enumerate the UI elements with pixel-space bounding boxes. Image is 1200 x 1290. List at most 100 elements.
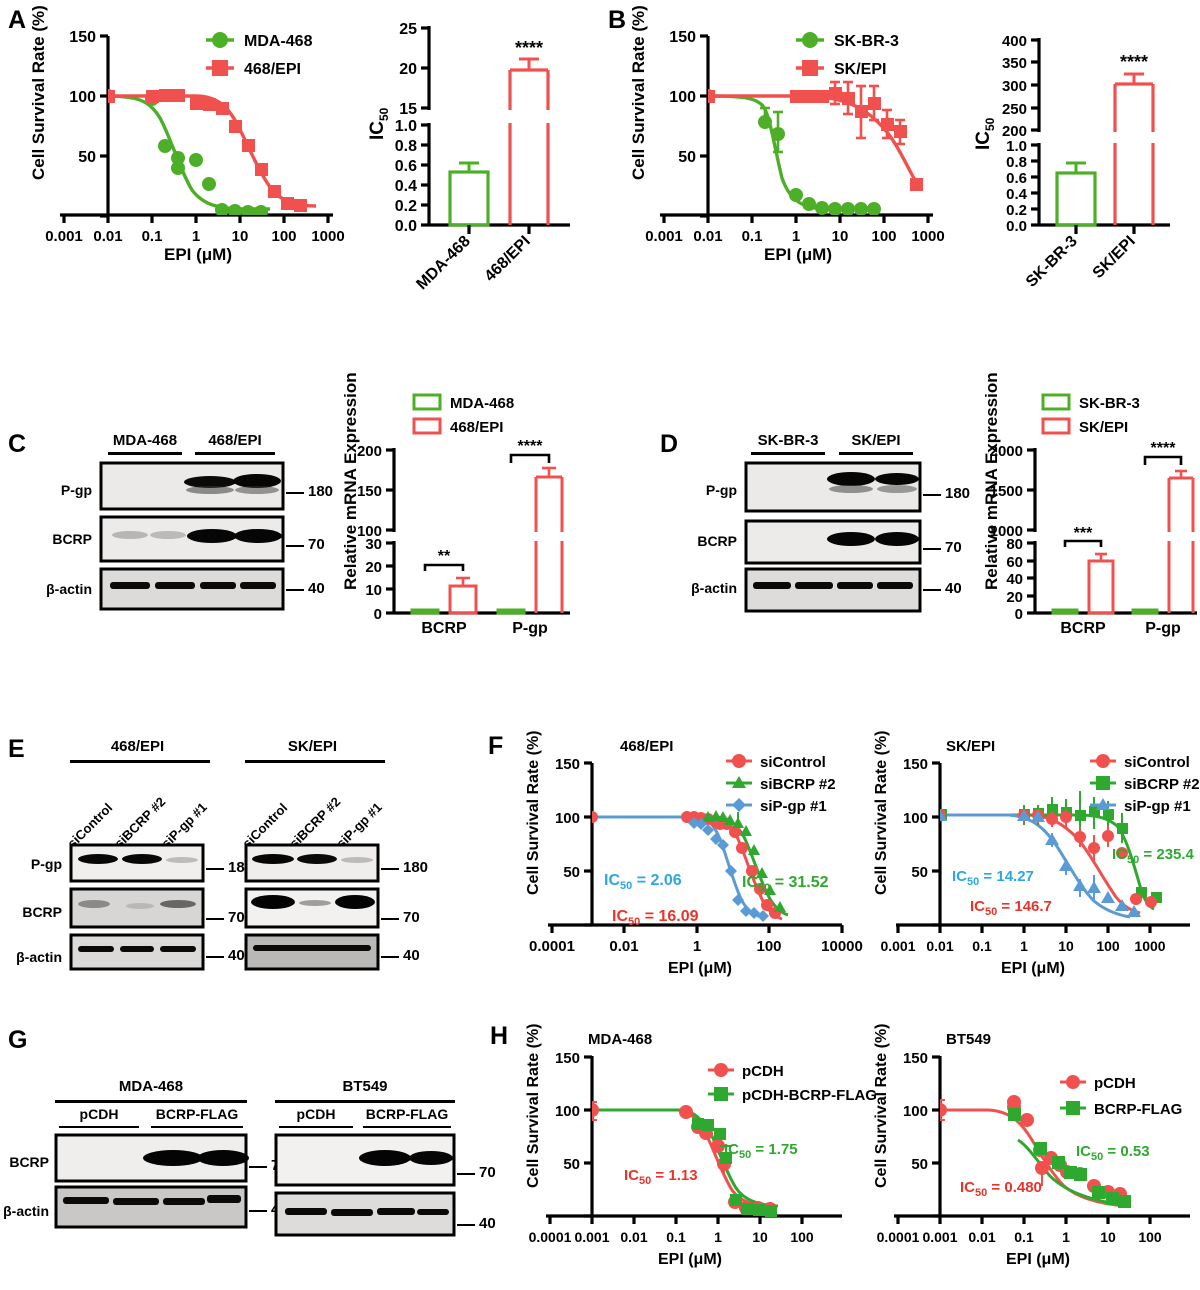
svg-text:100: 100 (790, 1229, 814, 1245)
svg-text:100: 100 (903, 810, 928, 827)
panel-d-mw-tick-2 (923, 589, 941, 591)
panel-c-sig-1: **** (518, 438, 544, 455)
panel-c-group-underline-0 (108, 452, 182, 455)
panel-g-lane-underline-1-1 (363, 1126, 451, 1128)
svg-text:0.2: 0.2 (1006, 202, 1027, 219)
svg-text:0.8: 0.8 (395, 138, 417, 155)
panel-d-mw-1: 70 (945, 539, 962, 556)
panel-c-mw-1: 70 (308, 536, 325, 553)
panel-a-ic50-bar-chart: 25 20 15 1.0 0.8 0.6 0.4 0.2 0.0 IC50 **… (355, 10, 600, 293)
svg-text:100: 100 (271, 228, 296, 245)
svg-text:0.1: 0.1 (666, 1229, 686, 1245)
svg-text:100: 100 (357, 523, 382, 540)
panel-f-annotation-1-2: IC50 = 146.7 (970, 898, 1052, 918)
svg-text:350: 350 (1002, 55, 1027, 72)
panel-e-mw-tick-1-1 (381, 918, 399, 920)
panel-label-d: D (660, 430, 679, 458)
svg-text:50: 50 (678, 149, 696, 166)
svg-text:100: 100 (871, 228, 896, 245)
panel-f-title-0: 468/EPI (620, 738, 673, 755)
svg-text:0.01: 0.01 (926, 938, 953, 954)
panel-label-g: G (8, 1026, 28, 1054)
panel-g-mw-tick-1-0 (457, 1173, 475, 1175)
panel-b-legend-item-0: SK-BR-3 (834, 33, 899, 50)
svg-text:0.1: 0.1 (1014, 1229, 1034, 1245)
svg-text:0.001: 0.001 (922, 1229, 957, 1245)
svg-text:0.1: 0.1 (742, 228, 763, 245)
svg-text:150: 150 (69, 29, 96, 46)
svg-text:0.0: 0.0 (395, 218, 417, 235)
panel-b-dose-response-chart: 50 100 150 Cell Survival Rate (%) 0.001 … (620, 5, 945, 264)
panel-c-blot-actin (99, 567, 285, 611)
panel-d-group-0: SK-BR-3 (757, 432, 819, 449)
svg-text:50: 50 (911, 1156, 928, 1173)
panel-d-mw-0: 180 (945, 485, 971, 502)
svg-text:1000: 1000 (990, 523, 1023, 540)
panel-c-bar-cat-1: P-gp (512, 620, 548, 637)
panel-d-bar-svg: SK-BR-3 SK/EPI 2000 1500 1000 80 60 40 2… (982, 372, 1197, 637)
panel-g-mw-tick-0-1 (249, 1210, 267, 1212)
svg-text:1: 1 (1020, 938, 1028, 954)
panel-c-sig-0: ** (438, 548, 451, 565)
panel-e-mw-tick-1-0 (381, 868, 399, 870)
panel-a-bar-svg: 25 20 15 1.0 0.8 0.6 0.4 0.2 0.0 IC50 **… (367, 21, 570, 293)
svg-text:150: 150 (669, 29, 696, 46)
svg-text:0.2: 0.2 (395, 198, 417, 215)
svg-text:0.001: 0.001 (574, 1229, 609, 1245)
panel-d-row-label-0: P-gp (705, 482, 737, 498)
panel-d-mrna-bar-chart: SK-BR-3 SK/EPI 2000 1500 1000 80 60 40 2… (965, 372, 1200, 645)
svg-text:150: 150 (555, 1050, 580, 1067)
panel-a-xlabel: EPI (μM) (164, 245, 232, 264)
svg-text:0.001: 0.001 (45, 228, 83, 245)
svg-text:1.0: 1.0 (1006, 138, 1027, 155)
panel-h-annotation-1-1: IC50 = 0.53 (1076, 1143, 1150, 1163)
panel-h-title-1: BT549 (946, 1031, 991, 1048)
panel-e-group-0: 468/EPI (110, 738, 165, 755)
panel-h-xlabel-0: EPI (μM) (658, 1251, 722, 1268)
panel-d-group-underline-1 (839, 452, 913, 455)
svg-text:50: 50 (563, 1156, 580, 1173)
svg-text:0.6: 0.6 (1006, 170, 1027, 187)
svg-text:150: 150 (903, 1050, 928, 1067)
svg-text:0.4: 0.4 (395, 178, 417, 195)
svg-text:10: 10 (232, 228, 249, 245)
svg-text:100: 100 (903, 1103, 928, 1120)
svg-text:100: 100 (69, 89, 96, 106)
panel-g-mw-tick-0-0 (249, 1166, 267, 1168)
panel-d-mw-tick-1 (923, 548, 941, 550)
svg-text:0.001: 0.001 (880, 938, 915, 954)
svg-text:0: 0 (1015, 606, 1023, 623)
panel-f-chart-1: SK/EPI 50 100 150 Cell Survival Rate (%)… (868, 731, 1200, 985)
panel-h-ylabel-1: Cell Survival Rate (%) (873, 1024, 890, 1189)
panel-c-legend-item-0: MDA-468 (450, 395, 514, 412)
panel-e-blot-1-pgp (244, 843, 380, 883)
svg-text:100: 100 (1096, 938, 1120, 954)
panel-f-legend-0: siControl siBCRP #2 siP-gp #1 (726, 754, 836, 815)
panel-d-blot-bcrp (744, 519, 922, 565)
svg-text:0.1: 0.1 (142, 228, 163, 245)
panel-b-bar-cat-1: SK/EPI (1090, 233, 1139, 282)
panel-a-legend-item-1: 468/EPI (244, 61, 301, 78)
panel-a-bar-significance: **** (515, 38, 543, 58)
svg-text:100: 100 (555, 1103, 580, 1120)
svg-text:10000: 10000 (821, 938, 863, 955)
svg-text:10: 10 (752, 1229, 768, 1245)
panel-e-group-underline-0 (70, 760, 210, 763)
panel-a-legend-item-0: MDA-468 (244, 33, 313, 50)
panel-c-mw-0: 180 (308, 483, 334, 500)
panel-b-bar-svg: 400 350 300 250 200 1.0 0.8 0.6 0.4 0.2 … (973, 33, 1170, 291)
svg-text:1500: 1500 (990, 483, 1023, 500)
panel-c-row-label-1: BCRP (52, 531, 92, 547)
panel-a-svg: 50 100 150 Cell Survival Rate (%) 0.001 … (29, 5, 345, 264)
panel-e-mw-tick-0-2 (206, 956, 224, 958)
svg-text:0.0001: 0.0001 (529, 938, 575, 955)
svg-text:0.01: 0.01 (93, 228, 122, 245)
panel-e-blot-0-bcrp (69, 887, 205, 929)
panel-c-group-0: MDA-468 (112, 432, 178, 449)
panel-e-group-1: SK/EPI (287, 738, 338, 755)
panel-e-mw-tick-0-1 (206, 918, 224, 920)
panel-label-c: C (8, 430, 27, 458)
panel-a-bar-cat-1: 468/EPI (482, 233, 534, 285)
svg-text:1000: 1000 (311, 228, 344, 245)
svg-text:10: 10 (1058, 938, 1074, 954)
